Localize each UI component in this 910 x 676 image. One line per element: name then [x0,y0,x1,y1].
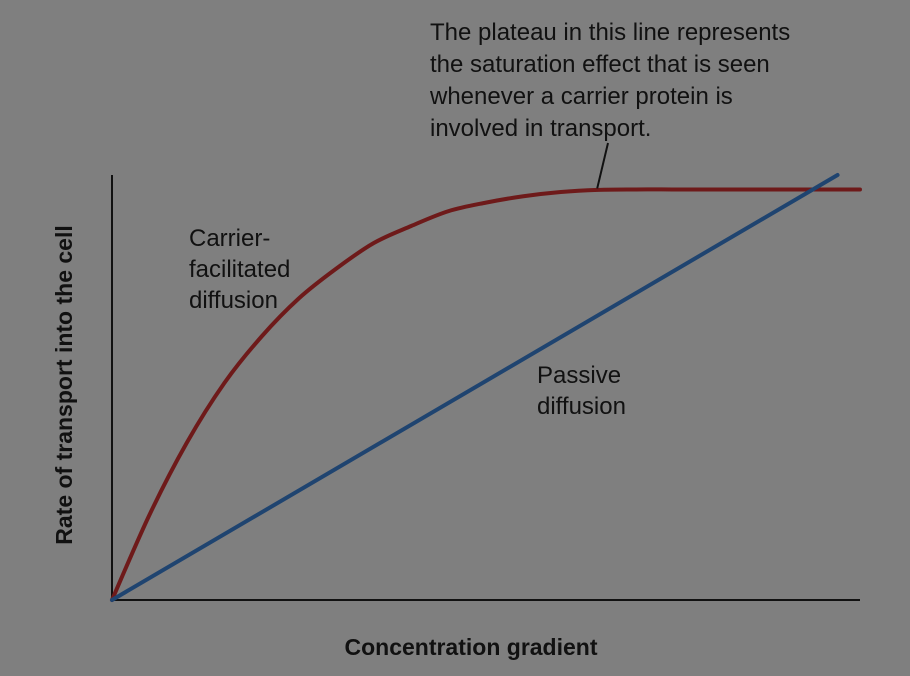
annotation-line-2: the saturation effect that is seen [430,51,770,78]
x-axis-title: Concentration gradient [344,634,597,660]
series-layer [110,173,862,602]
carrier-label-line-3: diffusion [189,287,278,314]
y-axis-title: Rate of transport into the cell [51,225,77,544]
passive-diffusion-line [110,173,840,602]
carrier-label-line-2: facilitated [189,256,290,283]
annotation-line-4: involved in transport. [430,115,651,142]
passive-label-line-1: Passive [537,362,621,389]
annotation-line-1: The plateau in this line represents [430,19,790,46]
annotation-line-3: whenever a carrier protein is [429,83,733,110]
passive-series-label: Passive diffusion [537,362,628,420]
passive-label-line-2: diffusion [537,393,626,420]
annotation-leader-line [596,142,609,189]
carrier-series-label: Carrier- facilitated diffusion [189,225,297,314]
carrier-facilitated-line [110,187,862,602]
plateau-annotation: The plateau in this line represents the … [429,19,797,142]
carrier-label-line-1: Carrier- [189,225,270,252]
